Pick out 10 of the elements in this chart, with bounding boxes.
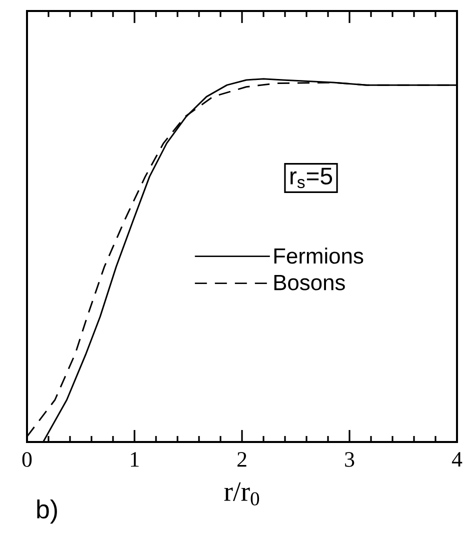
text: b)	[37, 500, 57, 524]
annotation: r$_{s}$=5	[290, 168, 332, 188]
x-tick-label: 2	[237, 452, 246, 467]
x-tick-label: 3	[345, 452, 354, 467]
legend-label: Bosons	[274, 274, 345, 290]
x-axis-title: r/r$_{0}$	[224, 482, 260, 506]
x-tick-label: 4	[452, 452, 462, 467]
x-tick-label: 0	[22, 452, 32, 467]
legend-label: Fermions	[274, 248, 364, 264]
x-tick-label: 1	[130, 452, 139, 467]
